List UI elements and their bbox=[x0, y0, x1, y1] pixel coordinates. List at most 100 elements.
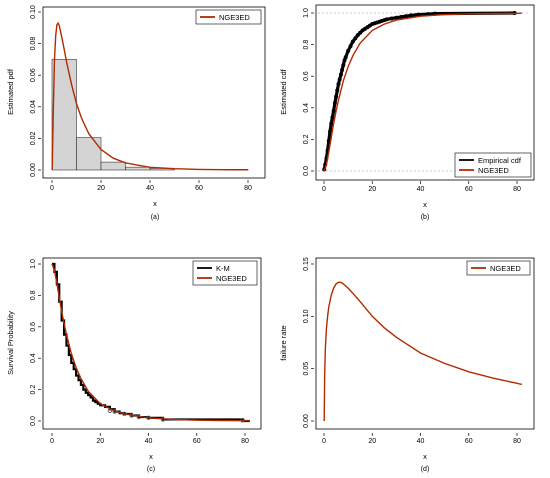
panel-d-axes: 0 20 40 60 80 0.00 0.05 0.10 0.15 bbox=[303, 257, 521, 445]
panel-d-marks bbox=[323, 281, 522, 422]
panel-b-legend-box bbox=[454, 152, 532, 178]
panel-a-ytick-label: 0.08 bbox=[30, 37, 37, 51]
panel-a-ylabel: Estimated pdf bbox=[6, 68, 15, 115]
panel-b-xtick-label: 80 bbox=[513, 186, 521, 193]
panel-d-legend-box bbox=[466, 260, 531, 276]
panel-c-series-k-m bbox=[52, 262, 250, 423]
panel-d-xtick-label: 40 bbox=[417, 438, 425, 445]
panel-a-hist-bar bbox=[125, 166, 151, 171]
panel-a-frame bbox=[42, 6, 266, 179]
panel-b-point bbox=[350, 39, 355, 44]
panel-a-legend-label-nge3ed: NGE3ED bbox=[219, 13, 250, 22]
panel-b-point bbox=[384, 17, 389, 22]
panel-c-xtick-label: 0 bbox=[50, 438, 54, 445]
panel-b-legend-label-empirical: Empirical cdf bbox=[478, 156, 522, 165]
panel-a-legend: NGE3ED bbox=[195, 9, 262, 25]
panel-c-ytick-label: 1.0 bbox=[30, 259, 37, 269]
panel-b-point bbox=[329, 121, 334, 126]
panel-d-xtick-label: 80 bbox=[513, 438, 521, 445]
panel-b-point bbox=[330, 115, 335, 120]
panel-b-series-nge3ed bbox=[323, 12, 522, 172]
panel-b-ytick-label: 0.2 bbox=[303, 134, 310, 144]
panel-b-ytick-label: 1.0 bbox=[303, 8, 310, 18]
panel-c-censor-mark bbox=[129, 413, 134, 418]
panel-b-ylabel: Estimated cdf bbox=[279, 68, 288, 114]
panel-c-ytick-label: 0.6 bbox=[30, 322, 37, 332]
panel-b-point bbox=[328, 129, 333, 134]
panel-c-legend-box bbox=[192, 260, 258, 286]
panel-b-point bbox=[331, 108, 336, 113]
panel-c-ytick-label: 0.4 bbox=[30, 353, 37, 363]
panel-c-caption: (c) bbox=[147, 466, 155, 473]
panel-d: 0 20 40 60 80 0.00 0.05 0.10 0.15 x failure rate… bbox=[279, 257, 535, 473]
panel-b-point bbox=[346, 48, 351, 53]
panel-b-point bbox=[341, 63, 346, 68]
panel-c-xtick-label: 60 bbox=[193, 438, 201, 445]
panel-c-censor-mark bbox=[112, 409, 117, 414]
panel-d-ytick-label: 0.00 bbox=[303, 414, 310, 428]
panel-d-ytick-label: 0.10 bbox=[303, 309, 310, 323]
panel-b-point bbox=[408, 13, 413, 18]
panel-c-censor-mark bbox=[146, 415, 151, 421]
panel-a-ytick-label: 0.04 bbox=[30, 100, 37, 114]
panel-a-hist-bar bbox=[51, 59, 77, 171]
panel-b-xtick-label: 40 bbox=[417, 186, 425, 193]
panel-d-frame bbox=[315, 257, 535, 430]
panel-a-xtick-label: 60 bbox=[195, 185, 203, 192]
panel-c-marks bbox=[51, 262, 250, 423]
panel-b-series-empirical-cdf bbox=[322, 11, 515, 170]
panel-c-xlabel: x bbox=[149, 452, 153, 461]
panel-b-ytick-label: 0.8 bbox=[303, 40, 310, 50]
panel-c-ytick-label: 0.2 bbox=[30, 385, 37, 395]
panel-b-point bbox=[404, 14, 409, 19]
panel-a-xtick-label: 80 bbox=[244, 185, 252, 192]
panel-b-xtick-label: 0 bbox=[322, 186, 326, 193]
panel-b-point bbox=[343, 55, 348, 60]
panel-b-axes: 0 20 40 60 80 0.0 0.2 0.4 0.6 0.8 1.0 bbox=[303, 8, 521, 193]
panel-d-xtick-label: 0 bbox=[322, 438, 326, 445]
panel-b-point bbox=[334, 94, 339, 99]
panel-d-ylabel: failure rate bbox=[279, 325, 288, 360]
panel-d-ytick-label: 0.15 bbox=[303, 257, 310, 271]
panel-b-point bbox=[337, 77, 342, 82]
panel-c-xtick-label: 40 bbox=[145, 438, 153, 445]
panel-b-ytick-label: 0.6 bbox=[303, 71, 310, 81]
panel-c-censor-mark bbox=[160, 417, 166, 422]
panel-a-axes: 0 20 40 60 80 0.00 0.02 0.04 0.06 0.08 0.10 bbox=[30, 5, 252, 192]
panel-a-ytick-label: 0.10 bbox=[30, 5, 37, 19]
panel-b-point bbox=[353, 36, 358, 41]
panel-d-ytick-label: 0.05 bbox=[303, 362, 310, 376]
panel-a-marks bbox=[51, 21, 249, 171]
panel-a: 0 20 40 60 80 0.00 0.02 0.04 0.06 0.08 0.10 x Esti… bbox=[6, 5, 266, 221]
panel-b-point bbox=[335, 88, 340, 93]
panel-a-series-nge3ed bbox=[51, 21, 249, 171]
panel-a-xtick-label: 0 bbox=[50, 185, 54, 192]
panel-b-xlabel: x bbox=[423, 200, 427, 209]
panel-a-legend-box bbox=[195, 9, 262, 25]
panel-c-legend-label-km: K-M bbox=[216, 264, 230, 273]
panel-b-xtick-label: 60 bbox=[465, 186, 473, 193]
panel-b-marks bbox=[318, 11, 529, 172]
panel-c: 0 20 40 60 80 0.0 0.2 0.4 0.6 0.8 1.0 x Survival P… bbox=[6, 257, 262, 473]
panel-b-frame bbox=[315, 4, 535, 181]
panel-b-point bbox=[342, 58, 347, 63]
panel-b-point bbox=[348, 44, 353, 49]
panel-a-xtick-label: 40 bbox=[146, 185, 154, 192]
panel-a-xlabel: x bbox=[153, 199, 157, 208]
panel-c-ytick-label: 0.0 bbox=[30, 416, 37, 426]
panel-b-ytick-label: 0.4 bbox=[303, 103, 310, 113]
panel-b-point bbox=[336, 82, 341, 87]
panel-a-xtick-label: 20 bbox=[97, 185, 105, 192]
panel-b-legend: Empirical cdf NGE3ED bbox=[454, 152, 532, 178]
panel-c-xtick-label: 80 bbox=[241, 438, 249, 445]
panel-b: 0 20 40 60 80 0.0 0.2 0.4 0.6 0.8 1.0 x Estimated … bbox=[279, 4, 535, 221]
panel-c-legend: K-M NGE3ED bbox=[192, 260, 258, 286]
panel-b-legend-label-nge3ed: NGE3ED bbox=[478, 166, 509, 175]
panel-b-point bbox=[394, 15, 399, 20]
panel-c-censor-mark bbox=[122, 411, 127, 417]
panel-a-ytick-label: 0.00 bbox=[30, 163, 37, 177]
panel-c-legend-label-nge3ed: NGE3ED bbox=[216, 274, 247, 283]
panel-d-series-nge3ed bbox=[323, 281, 522, 422]
panel-c-axes: 0 20 40 60 80 0.0 0.2 0.4 0.6 0.8 1.0 bbox=[30, 259, 249, 445]
panel-c-ylabel: Survival Probability bbox=[6, 311, 15, 375]
